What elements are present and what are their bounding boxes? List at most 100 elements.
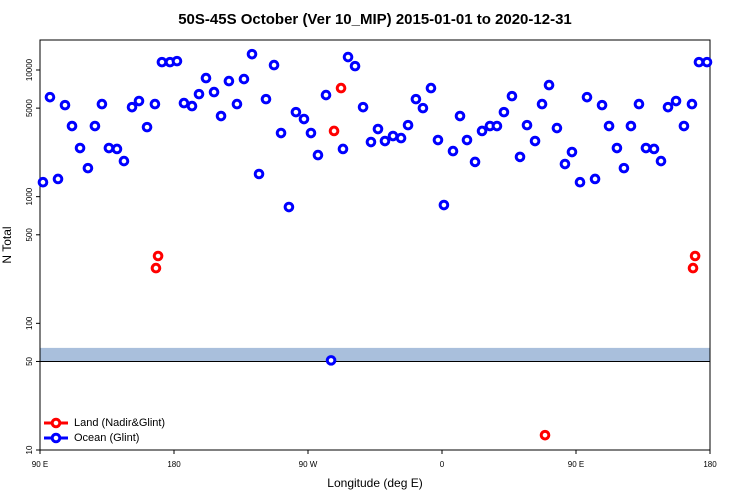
point	[103, 142, 115, 154]
point	[253, 168, 265, 180]
point	[365, 136, 377, 148]
legend-label: Land (Nadir&Glint)	[74, 417, 165, 429]
point	[268, 59, 280, 71]
point	[66, 120, 78, 132]
plot-frame	[39, 39, 711, 451]
point	[305, 127, 317, 139]
point	[655, 155, 667, 167]
point	[246, 48, 258, 60]
point	[491, 120, 503, 132]
y-axis-label: N Total	[0, 226, 14, 263]
point	[89, 120, 101, 132]
x-tick-label: 90 W	[299, 460, 318, 469]
y-tick-label: 100	[25, 316, 34, 330]
point	[640, 142, 652, 154]
y-tick-label: 500	[25, 228, 34, 242]
point	[37, 176, 49, 188]
point	[514, 151, 526, 163]
chart-title: 50S-45S October (Ver 10_MIP) 2015-01-01 …	[178, 11, 572, 28]
point	[193, 88, 205, 100]
point	[529, 135, 541, 147]
x-tick-label: 0	[440, 460, 445, 469]
point	[156, 56, 168, 68]
legend-marker	[50, 417, 62, 429]
point	[417, 102, 429, 114]
legend-label: Ocean (Glint)	[74, 432, 139, 444]
y-tick-label: 50	[25, 356, 34, 365]
point	[328, 125, 340, 137]
point	[200, 72, 212, 84]
point	[275, 127, 287, 139]
point	[648, 143, 660, 155]
point	[312, 149, 324, 161]
point	[581, 91, 593, 103]
point	[290, 106, 302, 118]
point	[59, 99, 71, 111]
point	[178, 97, 190, 109]
point	[498, 106, 510, 118]
point	[238, 73, 250, 85]
point	[425, 82, 437, 94]
point	[410, 93, 422, 105]
point	[133, 95, 145, 107]
legend-marker	[50, 432, 62, 444]
point	[701, 56, 713, 68]
x-tick-label: 180	[167, 460, 181, 469]
point	[379, 135, 391, 147]
point	[186, 100, 198, 112]
point	[625, 120, 637, 132]
point	[589, 173, 601, 185]
x-tick-label: 90 E	[568, 460, 584, 469]
point	[461, 134, 473, 146]
point	[223, 75, 235, 87]
point	[342, 51, 354, 63]
point	[372, 123, 384, 135]
point	[559, 158, 571, 170]
point	[689, 250, 701, 262]
point	[536, 98, 548, 110]
point	[208, 86, 220, 98]
point	[521, 119, 533, 131]
point	[387, 130, 399, 142]
point	[687, 262, 699, 274]
y-tick-label: 5000	[25, 99, 34, 117]
point	[298, 113, 310, 125]
point	[349, 60, 361, 72]
point	[260, 93, 272, 105]
y-tick-label: 1000	[25, 187, 34, 205]
point	[152, 250, 164, 262]
point	[231, 98, 243, 110]
point	[611, 142, 623, 154]
point	[402, 119, 414, 131]
point	[670, 95, 682, 107]
point	[454, 110, 466, 122]
point	[662, 101, 674, 113]
point	[150, 262, 162, 274]
point	[603, 120, 615, 132]
point	[551, 122, 563, 134]
point	[111, 143, 123, 155]
point	[335, 82, 347, 94]
point	[82, 162, 94, 174]
point	[337, 143, 349, 155]
point	[171, 55, 183, 67]
point	[74, 142, 86, 154]
point	[126, 101, 138, 113]
point	[566, 146, 578, 158]
point	[539, 429, 551, 441]
y-tick-label: 10	[25, 445, 34, 454]
point	[543, 79, 555, 91]
point	[283, 201, 295, 213]
point	[506, 90, 518, 102]
point	[96, 98, 108, 110]
point	[438, 199, 450, 211]
point	[118, 155, 130, 167]
point	[325, 355, 337, 366]
point	[693, 56, 705, 68]
point	[52, 173, 64, 185]
y-tick-label: 10000	[25, 58, 34, 81]
x-axis-label: Longitude (deg E)	[327, 476, 422, 490]
point	[686, 98, 698, 110]
